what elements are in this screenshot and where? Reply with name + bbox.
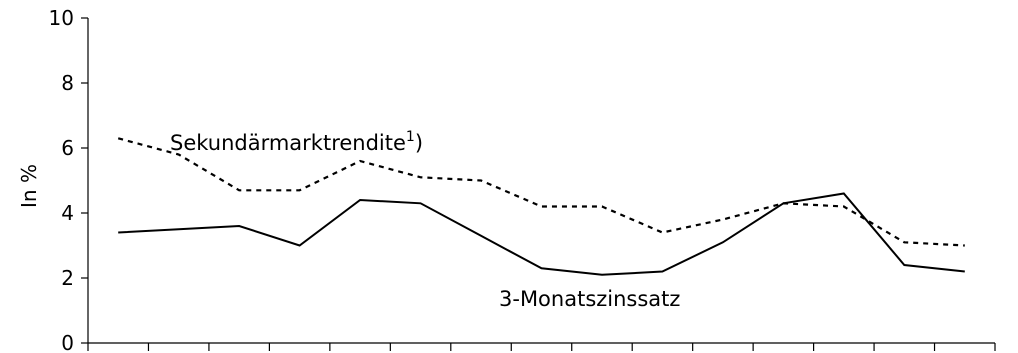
y-tick-label: 0: [61, 331, 74, 353]
series-line-3-monatszinssatz: [118, 192, 965, 276]
y-axis-title: In %: [17, 164, 41, 208]
series-line-sekundaermarktrendite: [117, 137, 965, 247]
series-lines: [117, 137, 965, 276]
y-tick-label: 6: [61, 136, 74, 160]
series-label-sekundaermarktrendite: Sekundärmarktrendite1): [170, 129, 423, 155]
x-axis-ticks: [87, 343, 996, 351]
y-axis-ticks: 0 2 4 6 8 10: [49, 6, 88, 353]
y-tick-label: 8: [61, 71, 74, 95]
series-label-3-monatszinssatz: 3-Monatszinssatz: [499, 287, 680, 311]
series-label-sekundaermarktrendite-name: Sekundärmarktrendite: [170, 131, 406, 155]
series-label-sekundaermarktrendite-suffix: ): [415, 131, 423, 155]
series-label-sekundaermarktrendite-superscript: 1: [406, 129, 415, 145]
y-tick-label: 4: [61, 201, 74, 225]
y-tick-label: 10: [49, 6, 74, 30]
y-tick-label: 2: [61, 266, 74, 290]
